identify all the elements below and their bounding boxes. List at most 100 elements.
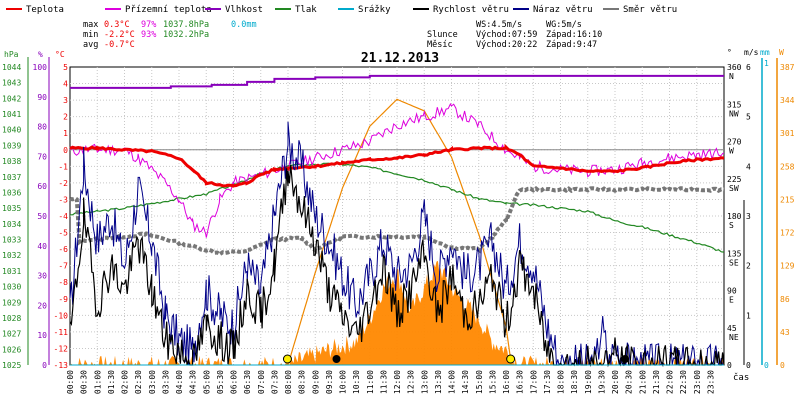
sun-label: Slunce (427, 30, 458, 40)
tick-time: 15:00 (475, 370, 484, 394)
legend: Teplota Přízemní teplota Vlhkost Tlak Srážky… (6, 5, 677, 15)
tick-time: 06:00 (230, 370, 239, 394)
tick-hpa: 1041 (2, 110, 21, 119)
temperature-line (69, 143, 725, 188)
stat-pressure: 1032.2hPa (163, 30, 209, 40)
moonset-marker (332, 355, 341, 363)
tick-celsius: -13 (54, 361, 69, 370)
tick-time: 02:30 (134, 370, 143, 394)
legend-label-1: Teplota (26, 5, 64, 15)
tick-hpa: 1038 (2, 157, 21, 166)
tick-time: 04:30 (189, 370, 198, 394)
stat-temp: 0.3°C (104, 20, 130, 30)
tick-time: 03:30 (161, 370, 170, 394)
tick-ms: 5 (746, 113, 751, 122)
humidity-line (70, 74, 724, 89)
tick-percent: 50 (37, 212, 47, 221)
stat-humidity: 97% (141, 20, 156, 30)
tick-direction: 0 (727, 361, 732, 370)
tick-hpa: 1035 (2, 204, 21, 213)
stat-temp: -0.7°C (104, 40, 135, 50)
tick-time: 13:00 (420, 370, 429, 394)
stat-label: avg (83, 40, 98, 50)
sun-rise: Východ:07:59 (476, 30, 537, 40)
tick-celsius: 3 (63, 96, 68, 105)
tick-percent: 60 (37, 182, 47, 191)
wind-direction-line (69, 186, 725, 259)
tick-hpa: 1044 (2, 63, 21, 72)
axis-title-mm: mm (760, 48, 770, 57)
tick-celsius: -6 (58, 245, 68, 254)
tick-time: 17:00 (529, 370, 538, 394)
legend-label-4: Tlak (295, 5, 317, 15)
tick-hpa: 1030 (2, 283, 21, 292)
sunset-marker (506, 354, 516, 364)
tick-hpa: 1034 (2, 220, 21, 229)
wind-speed-line (69, 164, 725, 368)
tick-solar: 172 (780, 229, 795, 238)
moon-label: Měsíc (427, 40, 453, 50)
tick-time: 11:00 (366, 370, 375, 394)
tick-time: 11:30 (379, 370, 388, 394)
tick-hpa: 1036 (2, 188, 21, 197)
tick-percent: 0 (42, 361, 47, 370)
stat-humidity: 93% (141, 30, 156, 40)
tick-time: 13:30 (434, 370, 443, 394)
tick-celsius: 1 (63, 129, 68, 138)
tick-mm: 1 (764, 59, 769, 68)
tick-mm: 0 (764, 361, 769, 370)
tick-time: 16:30 (516, 370, 525, 394)
tick-time: 23:00 (693, 370, 702, 394)
tick-percent: 40 (37, 242, 47, 251)
legend-label-2: Přízemní teplota (125, 5, 212, 15)
tick-time: 00:30 (80, 370, 89, 394)
legend-label-7: Náraz větru (533, 5, 593, 15)
tick-solar: 344 (780, 96, 795, 105)
ground-temperature-line (69, 102, 725, 238)
tick-direction-compass: SW (729, 184, 739, 193)
tick-celsius: -1 (58, 162, 68, 171)
tick-direction: 45 (727, 324, 737, 333)
tick-hpa: 1039 (2, 141, 21, 150)
stat-pressure: 1037.8hPa (163, 20, 209, 30)
tick-ms: 3 (746, 212, 751, 221)
stat-label: max (83, 20, 98, 30)
tick-celsius: 2 (63, 113, 68, 122)
tick-time: 17:30 (543, 370, 552, 394)
tick-percent: 70 (37, 152, 47, 161)
tick-hpa: 1037 (2, 173, 21, 182)
tick-time: 23:30 (706, 370, 715, 394)
tick-time: 08:00 (284, 370, 293, 394)
tick-percent: 90 (37, 93, 47, 102)
stat-rain: 0.0mm (231, 20, 257, 30)
tick-solar: 43 (780, 328, 790, 337)
tick-time: 16:00 (502, 370, 511, 394)
tick-time: 19:30 (597, 370, 606, 394)
stat-ws: WS:4.5m/s (476, 20, 522, 30)
tick-time: 07:30 (270, 370, 279, 394)
tick-ms: 4 (746, 162, 751, 171)
plot-area (69, 66, 725, 368)
moonrise-marker (621, 355, 630, 363)
tick-ms: 2 (746, 262, 751, 271)
tick-solar: 0 (780, 361, 785, 370)
tick-hpa: 1032 (2, 251, 21, 260)
chart-title: 21.12.2013 (361, 51, 439, 66)
legend-label-8: Směr větru (623, 5, 677, 15)
stat-label: min (83, 30, 98, 40)
tick-solar: 129 (780, 262, 795, 271)
tick-time: 09:00 (311, 370, 320, 394)
tick-celsius: -4 (58, 212, 68, 221)
tick-celsius: 4 (63, 80, 68, 89)
tick-celsius: -2 (58, 179, 68, 188)
stats-block: max 0.3°C 97% 1037.8hPa 0.0mm min -2.2°C 93% 103… (83, 20, 602, 50)
tick-direction: 90 (727, 287, 737, 296)
tick-celsius: -7 (58, 262, 68, 271)
tick-time: 22:00 (666, 370, 675, 394)
tick-direction: 225 (727, 175, 742, 184)
tick-percent: 80 (37, 123, 47, 132)
axis-title-time: čas (733, 372, 749, 383)
legend-label-6: Rychlost větru (433, 5, 509, 15)
tick-time: 05:00 (202, 370, 211, 394)
